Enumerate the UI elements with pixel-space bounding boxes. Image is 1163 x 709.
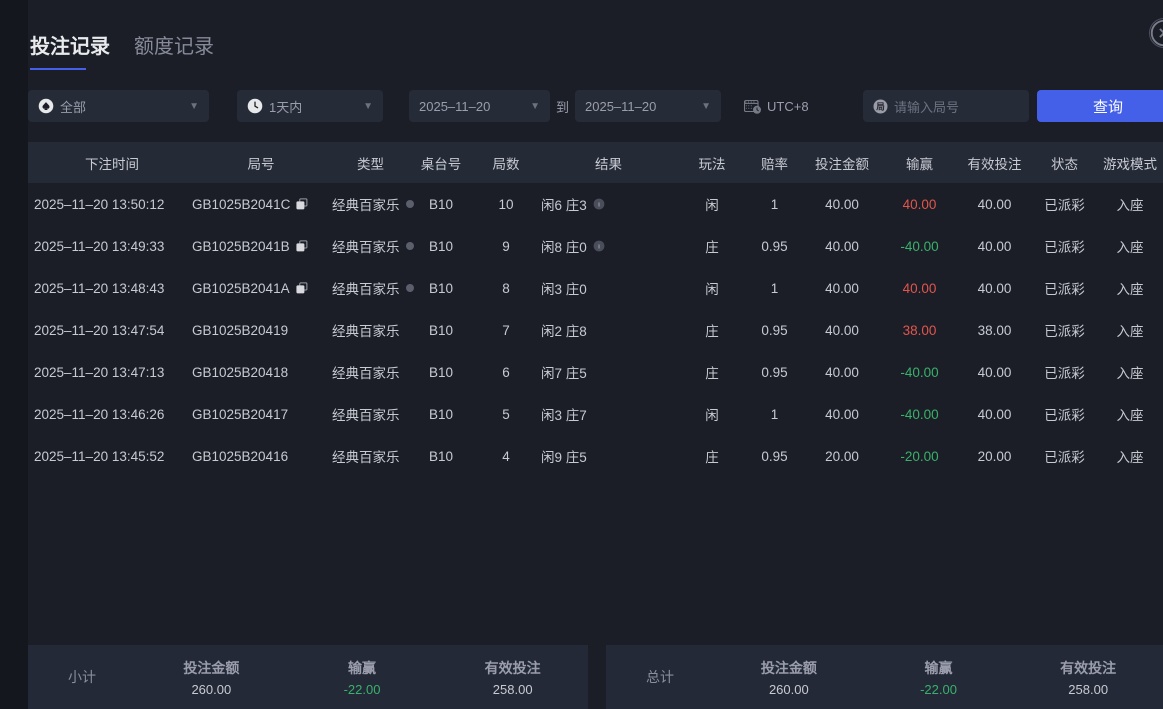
- svg-text:局: 局: [875, 101, 885, 111]
